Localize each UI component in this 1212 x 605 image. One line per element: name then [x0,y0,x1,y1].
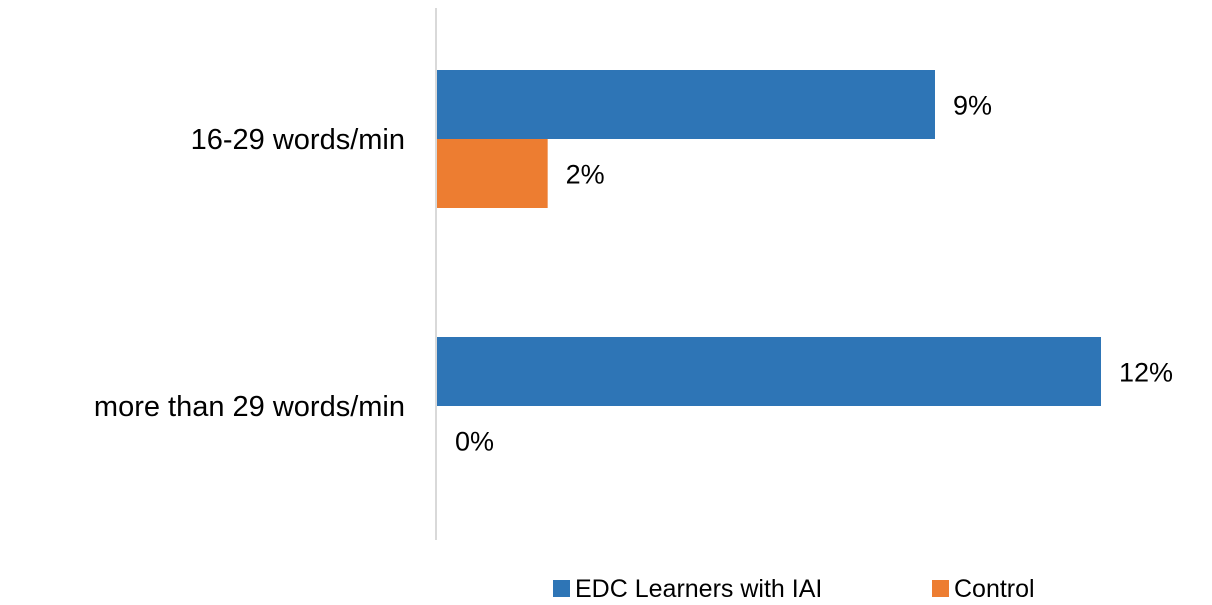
data-label-edc-learners-with-iai-16-29-words-min: 9% [953,91,992,121]
legend-swatch-control [932,580,949,597]
data-label-control-16-29-words-min: 2% [566,160,605,190]
category-label-more-than-29-words-min: more than 29 words/min [94,391,405,423]
legend-label-control: Control [954,575,1035,603]
bar-edc-learners-with-iai-16-29-words-min [437,70,935,139]
bar-control-16-29-words-min [437,139,548,208]
category-labels-group: 16-29 words/min more than 29 words/min [94,124,405,423]
data-label-control-more-than-29-words-min: 0% [455,427,494,457]
legend-swatch-edc-learners-with-iai [553,580,570,597]
data-label-edc-learners-with-iai-more-than-29-words-min: 12% [1119,358,1173,388]
bars-group [437,70,1101,406]
data-labels-group: 9% 2% 12% 0% [455,91,1173,457]
legend-label-edc-learners-with-iai: EDC Learners with IAI [575,575,822,603]
category-label-16-29-words-min: 16-29 words/min [191,124,405,156]
bar-edc-learners-with-iai-more-than-29-words-min [437,337,1101,406]
legend: EDC Learners with IAI Control [553,575,1035,603]
